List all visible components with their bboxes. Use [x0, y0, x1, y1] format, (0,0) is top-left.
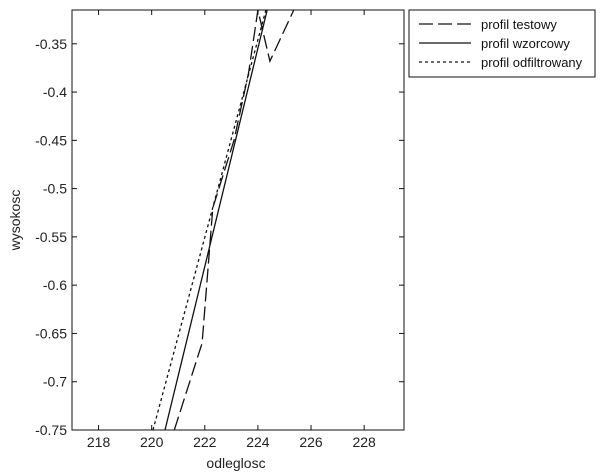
x-axis-label: odleglosc — [206, 455, 265, 471]
y-tick-label: -0.55 — [35, 229, 67, 245]
x-tick-label: 226 — [299, 434, 323, 450]
legend-label: profil odfiltrowany — [481, 55, 583, 70]
x-tick-label: 218 — [87, 434, 111, 450]
legend-label: profil wzorcowy — [481, 36, 570, 51]
series-line-3 — [152, 10, 267, 430]
x-tick-label: 222 — [193, 434, 217, 450]
x-tick-label: 224 — [246, 434, 270, 450]
y-tick-label: -0.4 — [43, 84, 67, 100]
y-tick-label: -0.45 — [35, 132, 67, 148]
legend: profil testowy profil wzorcowy profil odfi… — [408, 9, 596, 78]
x-tick-label: 220 — [140, 434, 164, 450]
plot-area — [71, 9, 405, 431]
y-axis-ticks: -0.35 -0.4 -0.45 -0.5 -0.55 -0.6 -0.65 -0.7 -0.7… — [35, 36, 404, 438]
series-lines — [152, 10, 295, 430]
y-tick-label: -0.35 — [35, 36, 67, 52]
y-tick-label: -0.65 — [35, 325, 67, 341]
y-tick-label: -0.6 — [43, 277, 67, 293]
y-tick-label: -0.75 — [35, 422, 67, 438]
x-tick-label: 228 — [352, 434, 376, 450]
series-line-1 — [173, 10, 295, 430]
y-tick-label: -0.7 — [43, 374, 67, 390]
legend-label: profil testowy — [481, 17, 557, 32]
y-axis-label: wysokosc — [7, 190, 23, 252]
y-tick-label: -0.5 — [43, 181, 67, 197]
series-line-2 — [164, 10, 268, 430]
